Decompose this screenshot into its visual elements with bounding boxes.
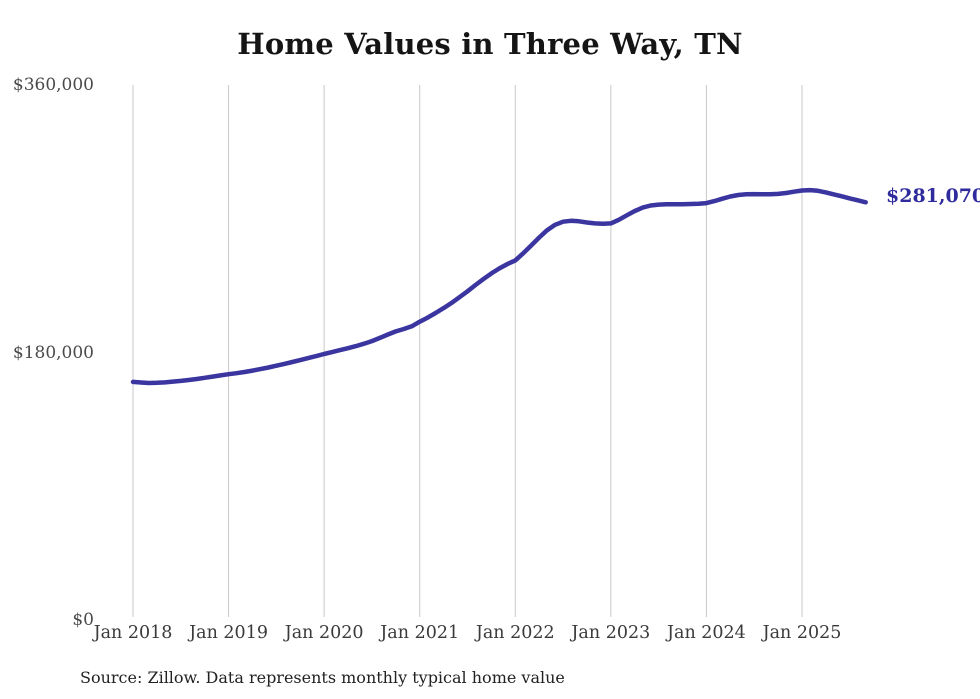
- home-value-line: [130, 187, 868, 386]
- x-axis-tick-label: Jan 2024: [667, 623, 746, 643]
- year-gridlines: [132, 85, 803, 617]
- x-axis-tick-label: Jan 2021: [380, 623, 460, 643]
- x-axis-tick-label: Jan 2022: [475, 623, 555, 643]
- chart-title: Home Values in Three Way, TN: [237, 27, 743, 61]
- x-axis-tick-label: Jan 2020: [284, 623, 364, 643]
- y-axis-tick-label: $180,000: [12, 342, 94, 363]
- source-note: Source: Zillow. Data represents monthly …: [80, 668, 565, 687]
- x-axis-tick-label: Jan 2018: [93, 623, 173, 643]
- x-axis-tick-label: Jan 2025: [762, 623, 842, 643]
- y-axis-tick-label: $360,000: [12, 75, 94, 95]
- y-axis-tick-label: $0: [72, 610, 94, 630]
- latest-value-label: $281,070: [886, 185, 980, 207]
- x-axis-tick-label: Jan 2019: [189, 623, 268, 643]
- x-axis-tick-label: Jan 2023: [571, 623, 651, 643]
